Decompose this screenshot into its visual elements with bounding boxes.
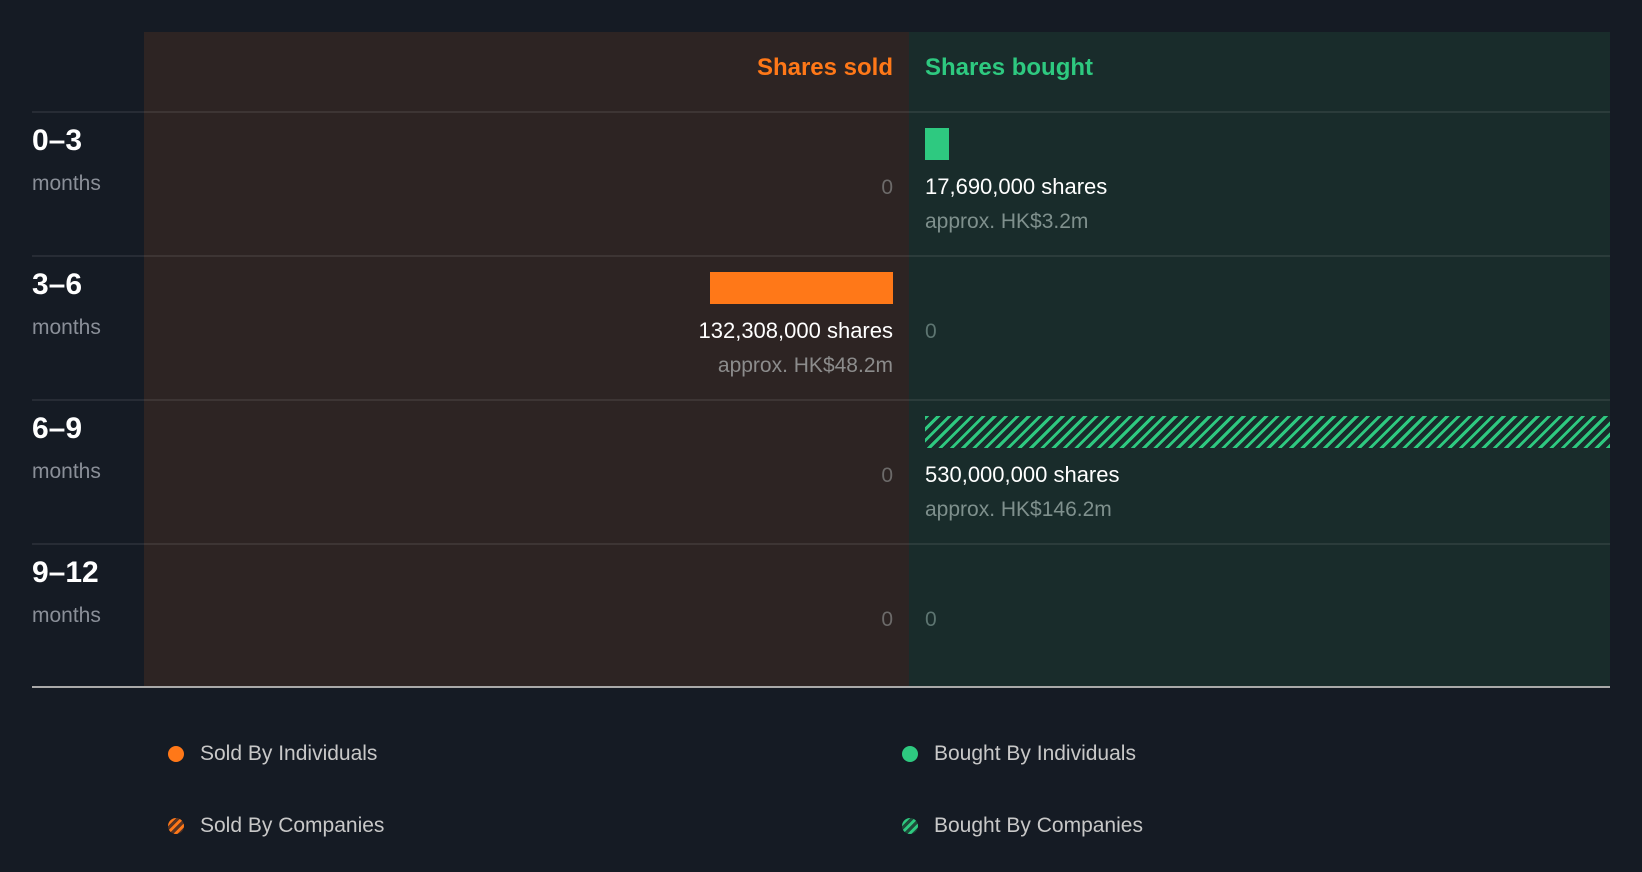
bought-approx-value: approx. HK$3.2m [925, 210, 1089, 233]
period-unit: months [32, 460, 101, 483]
bought-cell: 0 [925, 544, 1610, 688]
period-label: 6–9 [32, 412, 83, 445]
sold-cell: 132,308,000 shares approx. HK$48.2m [153, 256, 893, 400]
bought-zero-value: 0 [925, 320, 937, 343]
sold-zero-value: 0 [881, 176, 893, 199]
legend-label: Bought By Companies [934, 814, 1143, 837]
orange-striped-dot-icon [168, 818, 184, 834]
period-row-9-12: 9–12 months 0 0 [0, 544, 1642, 688]
period-label: 3–6 [32, 268, 83, 301]
shares-bought-panel [909, 32, 1610, 687]
legend-label: Sold By Companies [200, 814, 385, 837]
legend-sold-by-companies[interactable]: Sold By Companies [168, 814, 384, 838]
sold-approx-value: approx. HK$48.2m [717, 354, 893, 377]
bought-approx-value: approx. HK$146.2m [925, 498, 1112, 521]
period-row-6-9: 6–9 months 0 530,000,000 shares approx. … [0, 400, 1642, 544]
bought-zero-value: 0 [925, 608, 937, 631]
sold-cell: 0 [153, 544, 893, 688]
sold-shares: 132,308,000 shares [698, 318, 894, 343]
shares-bought-header: Shares bought [925, 54, 1094, 81]
sold-cell: 0 [153, 400, 893, 544]
period-row-3-6: 3–6 months 132,308,000 shares approx. HK… [0, 256, 1642, 400]
row-divider [32, 399, 1610, 401]
green-striped-dot-icon [902, 818, 918, 834]
bought-shares: 530,000,000 shares [925, 462, 1120, 487]
sold-cell: 0 [153, 112, 893, 256]
chart-baseline [32, 686, 1610, 688]
sold-individuals-bar[interactable] [710, 272, 893, 304]
bought-cell: 17,690,000 shares approx. HK$3.2m [925, 112, 1610, 256]
bought-individuals-bar[interactable] [925, 128, 949, 160]
orange-dot-icon [168, 746, 184, 762]
legend-bought-by-individuals[interactable]: Bought By Individuals [902, 742, 1136, 766]
bought-cell: 530,000,000 shares approx. HK$146.2m [925, 400, 1610, 544]
legend-label: Bought By Individuals [934, 742, 1136, 765]
row-divider [32, 543, 1610, 545]
sold-zero-value: 0 [881, 464, 893, 487]
period-unit: months [32, 604, 101, 627]
legend-bought-by-companies[interactable]: Bought By Companies [902, 814, 1143, 838]
row-divider [32, 255, 1610, 257]
period-row-0-3: 0–3 months 0 17,690,000 shares approx. H… [0, 112, 1642, 256]
sold-zero-value: 0 [881, 608, 893, 631]
legend-label: Sold By Individuals [200, 742, 378, 765]
row-divider [32, 111, 1610, 113]
bought-cell: 0 [925, 256, 1610, 400]
legend-sold-by-individuals[interactable]: Sold By Individuals [168, 742, 377, 766]
period-unit: months [32, 316, 101, 339]
shares-sold-panel [144, 32, 909, 687]
green-dot-icon [902, 746, 918, 762]
bought-shares: 17,690,000 shares [925, 174, 1108, 199]
bought-companies-bar[interactable] [925, 416, 1610, 448]
shares-sold-header: Shares sold [756, 54, 893, 81]
period-label: 0–3 [32, 124, 83, 157]
period-label: 9–12 [32, 556, 99, 589]
period-unit: months [32, 172, 101, 195]
